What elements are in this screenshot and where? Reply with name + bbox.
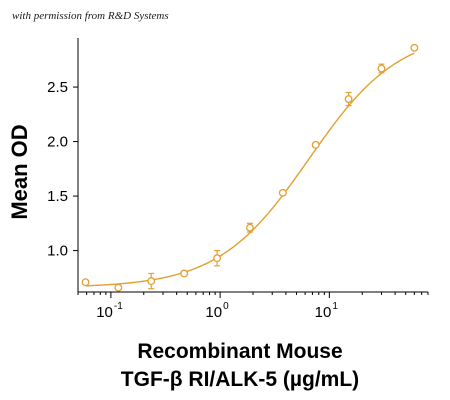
data-point [245, 222, 254, 233]
x-tick-label-exponent: -1 [114, 301, 123, 312]
x-tick-label-base: 10 [205, 304, 222, 321]
data-point [114, 283, 123, 292]
data-point [278, 188, 287, 197]
point-marker [410, 43, 419, 52]
point-marker [278, 188, 287, 197]
point-marker [245, 223, 254, 232]
y-tick-label: 1.5 [47, 188, 68, 205]
data-point [377, 63, 386, 74]
x-axis-label-line2: TGF-β RI/ALK-5 (µg/mL) [120, 368, 360, 391]
y-tick-label: 2.5 [47, 79, 68, 96]
data-point [311, 140, 320, 149]
x-tick-label-exponent: 0 [223, 301, 229, 312]
point-marker [114, 283, 123, 292]
y-tick-label: 1.0 [47, 243, 68, 260]
data-point [213, 249, 222, 267]
data-points [81, 43, 419, 292]
credit-text: with permission from R&D Systems [12, 10, 169, 22]
data-point [180, 269, 189, 278]
y-axis-label: Mean OD [7, 124, 32, 220]
x-tick-label-exponent: 1 [332, 301, 338, 312]
point-marker [213, 254, 222, 263]
x-axis-label: Recombinant Mouse TGF-β RI/ALK-5 (µg/mL) [90, 338, 390, 394]
point-marker [377, 64, 386, 73]
ticks: 1.01.52.02.510 -1 10 0 10 1 [47, 79, 429, 321]
point-marker [147, 277, 156, 286]
data-point [410, 43, 419, 52]
axes [77, 38, 428, 293]
fit-curve [85, 52, 415, 287]
data-point [147, 272, 156, 290]
point-marker [311, 140, 320, 149]
x-tick-label-base: 10 [315, 304, 332, 321]
point-marker [344, 95, 353, 103]
point-marker [180, 269, 189, 278]
x-tick-label-base: 10 [96, 304, 113, 321]
data-point [344, 91, 353, 107]
x-axis-label-line1: Recombinant Mouse [137, 340, 343, 363]
point-marker [81, 278, 90, 287]
y-tick-label: 2.0 [47, 134, 68, 151]
data-point [81, 278, 90, 287]
